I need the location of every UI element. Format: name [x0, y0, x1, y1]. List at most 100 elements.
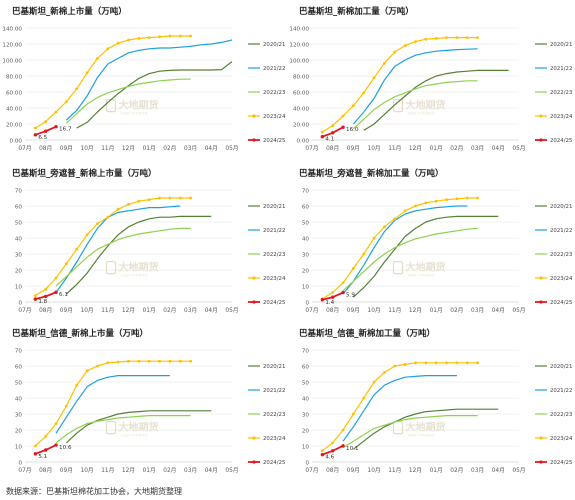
data-point: [476, 196, 479, 200]
x-tick-label: 10月: [81, 307, 94, 314]
x-tick-label: 03月: [471, 307, 484, 314]
series-line-2021-22: [55, 374, 170, 434]
data-point: [65, 100, 68, 103]
watermark-logo-icon: [105, 99, 117, 113]
series-line-2021-22: [342, 374, 457, 442]
x-tick-label: 03月: [184, 145, 197, 152]
chart-svg: 巴基斯坦_旁遮普_新棉上市量（万吨） 0 10 20 30 40 50 60 70 07月 08月 0…: [12, 168, 286, 314]
data-point: [116, 41, 120, 45]
x-tick-label: 09月: [60, 145, 73, 152]
legend-label: 2021/22: [263, 388, 285, 394]
data-point: [393, 364, 397, 368]
data-label: 5.1: [38, 454, 47, 460]
x-tick-label: 04月: [492, 307, 505, 314]
data-point: [341, 114, 345, 118]
x-tick-label: 01月: [143, 467, 156, 474]
data-point: [178, 34, 182, 38]
data-point: [96, 364, 99, 368]
data-point: [189, 359, 193, 363]
data-point: [127, 359, 130, 363]
data-point: [403, 209, 407, 213]
series-line-2023-24: [321, 362, 478, 452]
data-point: [106, 361, 110, 365]
data-point: [54, 110, 58, 114]
data-point: [75, 383, 79, 387]
data-point: [414, 361, 417, 365]
x-tick-label: 11月: [388, 307, 401, 314]
y-tick-label: 60: [302, 205, 310, 211]
data-label: 6.1: [59, 292, 68, 298]
legend-marker: [252, 300, 256, 304]
y-tick-label: 20: [302, 429, 310, 435]
data-point: [44, 294, 48, 299]
legend-label: 2024/25: [550, 138, 572, 144]
x-tick-label: 02月: [450, 467, 463, 474]
data-point: [158, 196, 161, 200]
data-point: [44, 129, 48, 133]
x-tick-label: 01月: [430, 307, 443, 314]
data-point: [341, 444, 345, 448]
legend-label: 2022/23: [263, 252, 285, 258]
x-tick-label: 12月: [122, 467, 135, 474]
data-point: [383, 225, 386, 229]
x-tick-label: 09月: [347, 307, 360, 314]
data-point: [434, 199, 438, 203]
chart-svg: 巴基斯坦_新棉加工量（万吨） 0.00 20.00 40.00 60.00 80.00 10…: [289, 6, 573, 152]
legend-label: 2024/25: [263, 460, 285, 466]
x-tick-label: 01月: [143, 145, 156, 152]
series-line-2020-21: [363, 69, 509, 131]
data-label: 5.9: [346, 293, 355, 299]
series-line-2020-21: [353, 408, 499, 450]
y-tick-label: 50: [302, 381, 310, 387]
legend-label: 2024/25: [263, 300, 285, 306]
data-point: [54, 290, 58, 294]
x-tick-label: 05月: [225, 467, 238, 474]
data-point: [54, 422, 58, 425]
data-point: [383, 61, 386, 65]
x-tick-label: 07月: [18, 307, 31, 314]
legend-marker: [252, 276, 256, 280]
series-line-2022-23: [55, 414, 191, 444]
x-tick-label: 07月: [18, 145, 31, 152]
data-point: [158, 359, 161, 363]
legend-marker: [252, 138, 256, 142]
legend-label: 2020/21: [263, 364, 285, 370]
data-point: [189, 34, 193, 38]
legend-label: 2021/22: [550, 388, 572, 394]
chart-panel-6: 巴基斯坦_信德_新棉加工量（万吨） 0 10 20 30 40 50 60 70 07月 08月 09…: [287, 322, 574, 480]
data-point: [96, 57, 99, 60]
data-point: [44, 435, 48, 438]
series-line-2023-24: [322, 36, 478, 133]
data-point: [75, 247, 79, 251]
legend-label: 2022/23: [550, 252, 572, 258]
x-tick-label: 01月: [143, 307, 156, 314]
y-tick-label: 20.00: [6, 123, 22, 129]
data-point: [331, 295, 335, 299]
data-point: [85, 233, 89, 237]
data-point: [331, 441, 335, 445]
data-point: [85, 71, 89, 75]
watermark-logo-icon: [105, 261, 117, 275]
data-point: [168, 359, 172, 363]
y-tick-label: 140.00: [2, 27, 22, 33]
y-tick-label: 20: [302, 269, 310, 275]
data-point: [403, 44, 407, 47]
x-tick-label: 04月: [205, 307, 218, 314]
legend-label: 2024/25: [550, 300, 572, 306]
data-point: [341, 125, 345, 129]
x-tick-label: 01月: [430, 467, 443, 474]
data-point: [362, 396, 366, 400]
y-tick-label: 60.00: [293, 91, 309, 97]
data-point: [352, 267, 355, 270]
data-point: [445, 361, 448, 365]
data-point: [320, 135, 325, 139]
data-point: [127, 203, 130, 206]
data-label: 16.0: [346, 127, 359, 133]
y-tick-label: 40: [302, 237, 310, 243]
watermark-text: 大地期货: [119, 261, 159, 274]
y-tick-label: 70: [302, 189, 310, 195]
y-tick-label: 40: [15, 397, 23, 403]
x-tick-label: 11月: [101, 145, 114, 152]
watermark-subtext: DADI FUTURES: [121, 112, 148, 116]
x-tick-label: 01月: [430, 145, 443, 152]
